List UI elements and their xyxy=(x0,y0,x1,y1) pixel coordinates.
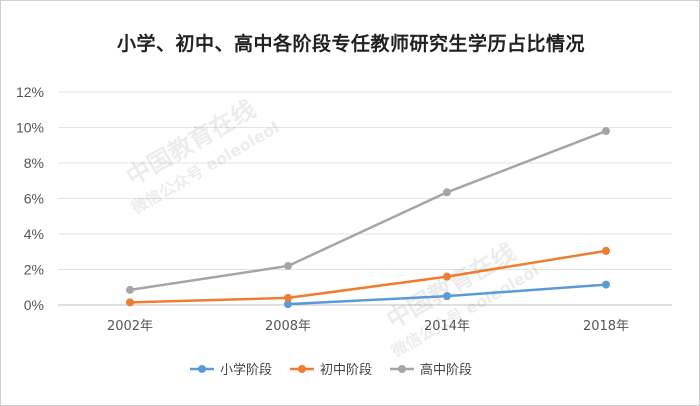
x-tick-label: 2018年 xyxy=(583,319,629,334)
y-tick-label: 4% xyxy=(24,226,44,242)
x-tick-label: 2002年 xyxy=(107,319,153,334)
legend-marker xyxy=(398,365,406,373)
legend-label: 高中阶段 xyxy=(420,362,472,378)
data-point xyxy=(602,127,610,136)
legend: 小学阶段 初中阶段 高中阶段 xyxy=(190,362,472,378)
x-tick-label: 2014年 xyxy=(424,319,470,334)
data-point xyxy=(126,285,134,294)
y-axis-ticks: 0% 2% 4% 6% 8% 10% 12% xyxy=(16,84,44,313)
data-point xyxy=(443,292,451,301)
legend-item: 小学阶段 xyxy=(190,362,272,378)
legend-label: 初中阶段 xyxy=(320,363,372,378)
x-tick-label: 2008年 xyxy=(265,319,311,334)
series-2 xyxy=(126,246,610,307)
data-point xyxy=(126,298,134,307)
series-group xyxy=(126,127,610,309)
data-point xyxy=(443,188,451,197)
series-3 xyxy=(126,127,610,294)
y-tick-label: 10% xyxy=(16,120,44,136)
watermark: 中国教育在线 微信公众号 eoleoleol 中国教育在线 微信公众号 eole… xyxy=(122,95,543,361)
chart-title: 小学、初中、高中各阶段专任教师研究生学历占比情况 xyxy=(116,33,585,55)
legend-label: 小学阶段 xyxy=(220,362,272,378)
data-point xyxy=(602,246,610,255)
data-point xyxy=(284,293,292,302)
y-tick-label: 6% xyxy=(24,191,44,207)
series-line xyxy=(128,249,608,304)
y-tick-label: 12% xyxy=(16,84,44,100)
y-tick-label: 8% xyxy=(24,155,44,171)
legend-marker xyxy=(198,365,206,373)
data-point xyxy=(284,261,292,270)
series-1 xyxy=(284,280,610,309)
data-point xyxy=(284,300,292,309)
series-line xyxy=(128,129,608,292)
gridlines xyxy=(58,91,672,306)
data-point xyxy=(443,272,451,281)
x-axis-ticks: 2002年 2008年 2014年 2018年 xyxy=(107,319,629,334)
y-tick-label: 2% xyxy=(24,262,44,278)
legend-item: 高中阶段 xyxy=(390,362,472,378)
legend-item: 初中阶段 xyxy=(290,363,372,378)
legend-marker xyxy=(298,365,306,373)
y-tick-label: 0% xyxy=(24,297,44,313)
data-point xyxy=(602,280,610,289)
